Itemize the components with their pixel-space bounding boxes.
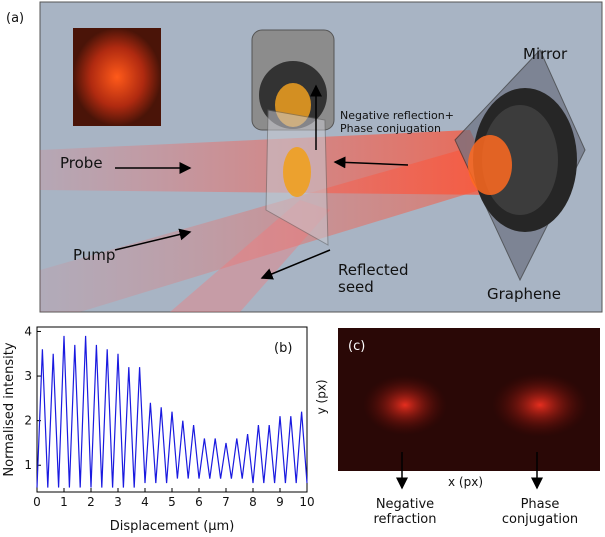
y-tick-label: 4	[24, 324, 32, 338]
x-axis-label: Displacement (μm)	[110, 519, 235, 534]
x-tick-label: 0	[33, 495, 41, 509]
probe-label: Probe	[60, 154, 103, 172]
arrow	[114, 228, 192, 251]
reflected-label: Reflected seed	[338, 261, 409, 297]
line	[36, 335, 308, 488]
negative-refraction-label: Negative refraction	[373, 497, 437, 527]
x-tick-label: 2	[87, 495, 95, 509]
x-tick-label: 6	[195, 495, 203, 509]
arrow	[260, 249, 331, 280]
phase-conjugation-spot	[492, 373, 588, 437]
x-tick-label: 5	[168, 495, 176, 509]
y-tick-label: 1	[24, 458, 32, 472]
graphene-label: Graphene	[487, 285, 561, 303]
x-tick-label: 3	[114, 495, 122, 509]
y-axis-label: Normalised intensity	[2, 342, 17, 476]
x-tick-label: 8	[249, 495, 257, 509]
x-axis-label: x (px)	[448, 475, 483, 489]
y-tick-label: 2	[24, 414, 32, 428]
mirror-label: Mirror	[523, 45, 568, 63]
mirror-spot	[468, 135, 512, 195]
panel-label: (c)	[348, 339, 366, 354]
y-axis-label: y (px)	[314, 379, 329, 415]
negative-refraction-spot	[363, 375, 447, 435]
pump-beam	[40, 150, 480, 312]
negative-reflection-label: Negative reflection+ Phase conjugation	[340, 109, 454, 135]
arrow	[333, 156, 409, 169]
x-tick-label: 1	[60, 495, 68, 509]
x-tick-label: 7	[222, 495, 230, 509]
transmitted-spot	[283, 147, 311, 197]
pump-label: Pump	[73, 246, 116, 264]
panel-label: (a)	[6, 11, 25, 26]
y-tick-label: 3	[24, 369, 32, 383]
x-tick-label: 10	[299, 495, 314, 509]
reflected-beam	[170, 200, 330, 312]
inset-image	[73, 28, 161, 126]
x-tick-label: 9	[276, 495, 284, 509]
x-tick-label: 4	[141, 495, 149, 509]
panel-label: (b)	[274, 341, 293, 356]
phase-conjugation-label: Phase conjugation	[501, 497, 579, 527]
